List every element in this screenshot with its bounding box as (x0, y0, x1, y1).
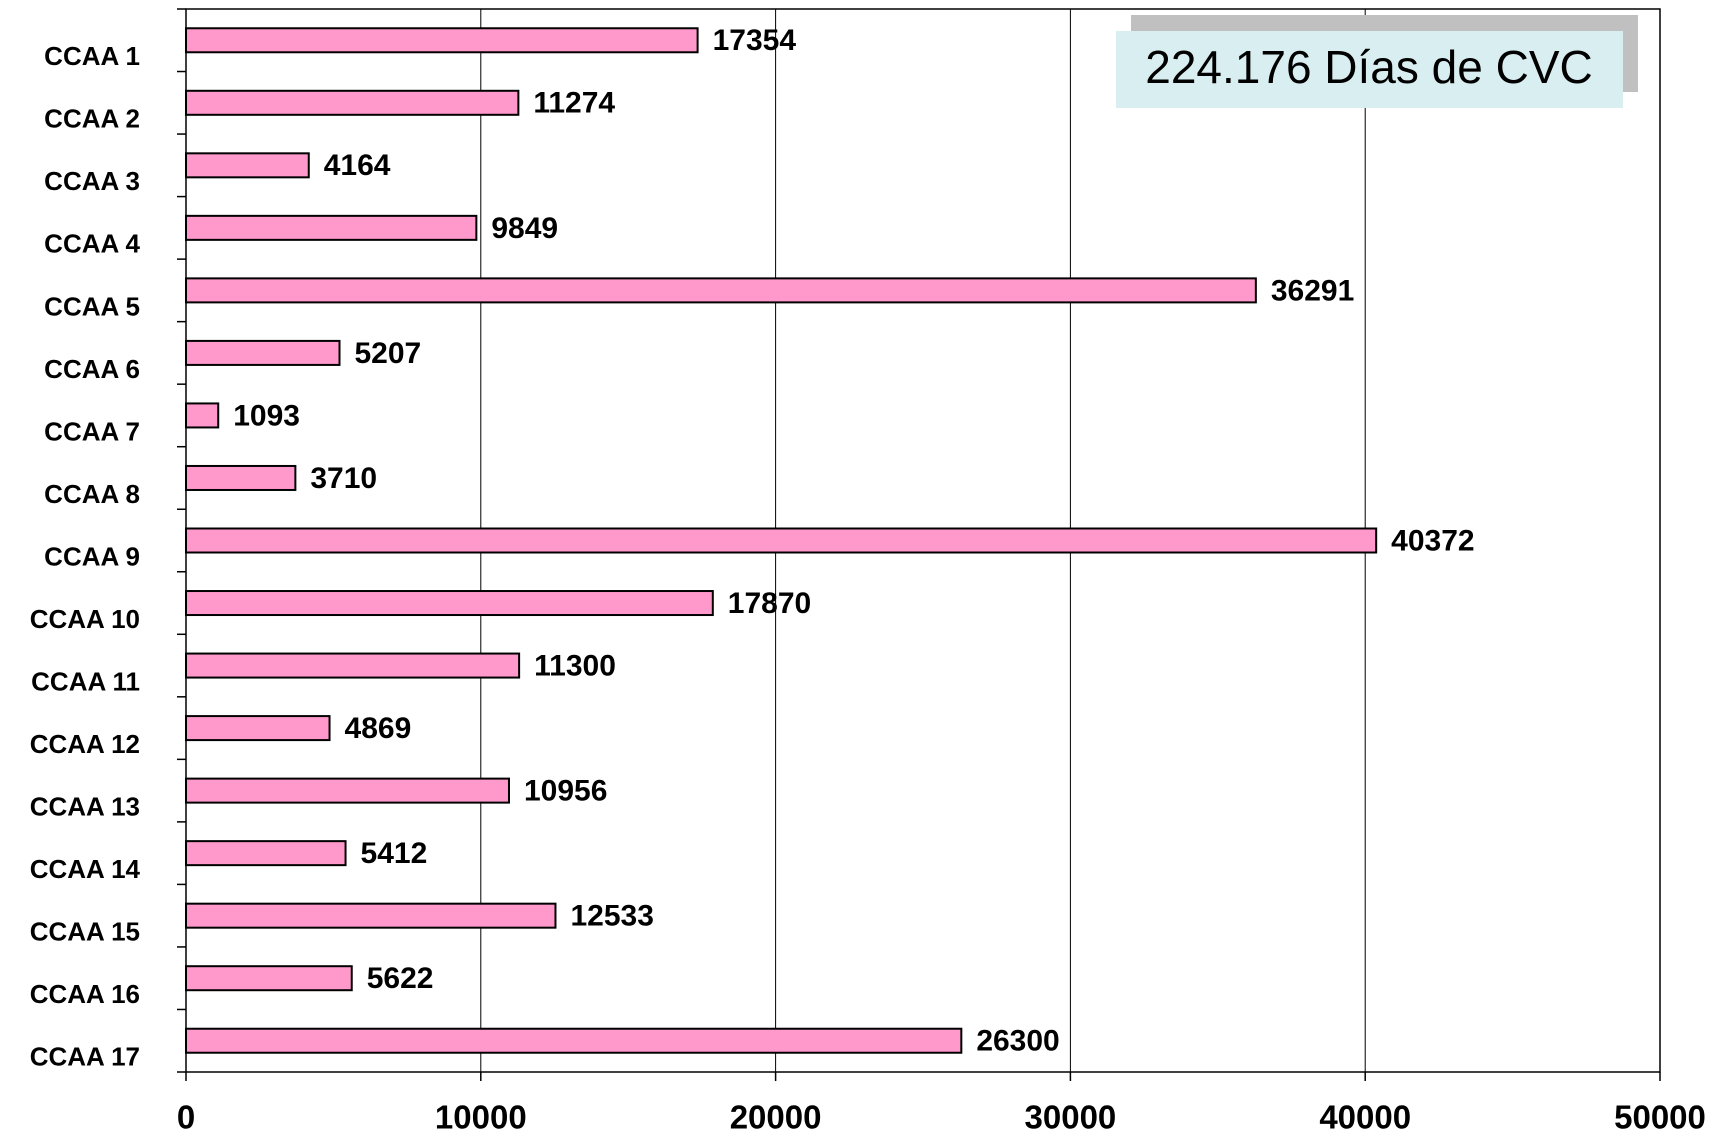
x-tick-label: 30000 (1025, 1099, 1117, 1136)
x-tick-label: 0 (177, 1099, 195, 1136)
bar (185, 277, 1257, 304)
y-tick-label: CCAA 6 (44, 354, 140, 384)
bar (185, 965, 353, 992)
bar (185, 527, 1378, 554)
value-label: 36291 (1271, 274, 1354, 307)
y-tick-label: CCAA 10 (30, 604, 140, 634)
y-tick-label: CCAA 7 (44, 416, 140, 446)
y-tick-label: CCAA 8 (44, 479, 140, 509)
value-label: 5207 (355, 337, 422, 370)
value-label: 5622 (367, 962, 434, 995)
x-tick-label: 40000 (1319, 1099, 1411, 1136)
value-label: 17354 (713, 24, 797, 57)
bar (185, 27, 699, 54)
bar (185, 214, 478, 241)
bar (185, 89, 520, 116)
bar (185, 152, 310, 179)
value-label: 4869 (345, 712, 412, 745)
bar (185, 590, 714, 617)
value-label: 26300 (976, 1025, 1059, 1058)
y-tick-label: CCAA 1 (44, 41, 140, 71)
value-label: 17870 (728, 587, 811, 620)
y-tick-label: CCAA 14 (30, 854, 141, 884)
y-tick-label: CCAA 16 (30, 979, 140, 1009)
bar (185, 339, 341, 366)
y-tick-label: CCAA 3 (44, 166, 140, 196)
y-tick-label: CCAA 5 (44, 291, 140, 321)
y-tick-label: CCAA 9 (44, 541, 140, 571)
value-label: 11274 (533, 87, 615, 120)
value-label: 40372 (1391, 524, 1474, 557)
value-label: 5412 (361, 837, 428, 870)
value-label: 3710 (310, 462, 377, 495)
bar (185, 464, 297, 491)
x-tick-label: 20000 (730, 1099, 822, 1136)
value-label: 9849 (491, 212, 558, 245)
bar (185, 402, 220, 429)
value-label: 10956 (524, 775, 607, 808)
y-tick-label: CCAA 13 (30, 791, 140, 821)
y-tick-label: CCAA 17 (30, 1042, 140, 1072)
y-tick-label: CCAA 11 (31, 666, 140, 696)
bar (185, 652, 521, 679)
bar (185, 777, 510, 804)
y-tick-label: CCAA 2 (44, 104, 140, 134)
x-tick-label: 50000 (1614, 1099, 1706, 1136)
annotation: 224.176 Días de CVC (1145, 41, 1593, 93)
value-label: 1093 (233, 399, 300, 432)
y-tick-label: CCAA 4 (44, 229, 140, 259)
y-tick-label: CCAA 12 (30, 729, 140, 759)
value-label: 4164 (324, 149, 391, 182)
x-tick-label: 10000 (435, 1099, 527, 1136)
value-label: 12533 (570, 900, 653, 933)
bar (185, 840, 347, 867)
bar (185, 902, 557, 929)
value-label: 11300 (534, 649, 616, 682)
y-tick-label: CCAA 15 (30, 917, 140, 947)
bar (185, 1027, 963, 1054)
annotation-box (1116, 31, 1623, 108)
bar (185, 715, 331, 742)
